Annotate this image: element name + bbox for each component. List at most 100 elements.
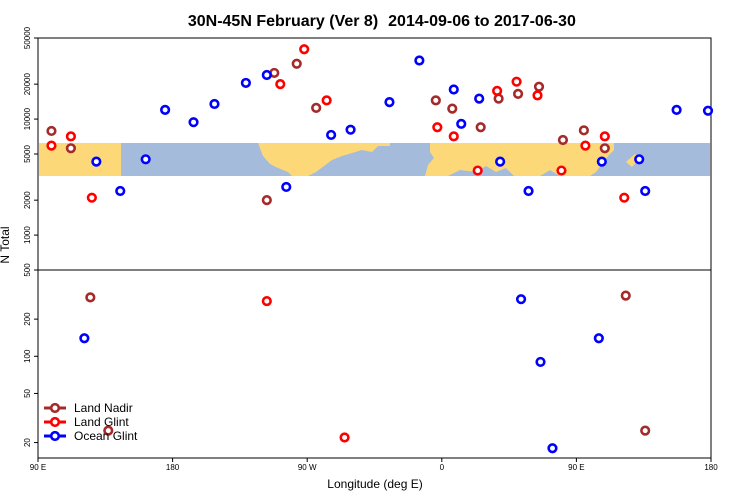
- legend-label-land-nadir: Land Nadir: [74, 401, 133, 415]
- point-ocean-glint: [281, 181, 292, 193]
- y-axis-label: N Total: [0, 226, 12, 263]
- point-land-nadir: [493, 93, 504, 104]
- point-ocean-glint: [547, 443, 558, 454]
- point-ocean-glint: [209, 98, 220, 110]
- y-tick-label-lower: 200: [23, 312, 32, 326]
- point-ocean-glint: [596, 156, 607, 167]
- map-land-japan: [106, 154, 119, 166]
- point-ocean-glint: [671, 104, 682, 115]
- point-land-nadir: [599, 143, 610, 154]
- lower-panel-frame: [37, 269, 712, 459]
- point-ocean-glint: [523, 185, 534, 197]
- point-land-glint: [275, 79, 286, 90]
- point-ocean-glint: [91, 156, 102, 167]
- point-land-nadir: [620, 290, 631, 301]
- point-land-glint: [511, 76, 522, 87]
- point-land-glint: [339, 432, 350, 443]
- point-ocean-glint: [474, 93, 485, 104]
- y-tick-label-lower: 500: [23, 263, 32, 277]
- point-ocean-glint: [79, 333, 90, 344]
- point-ocean-glint: [261, 69, 272, 81]
- y-tick-label-upper: 5000: [23, 145, 32, 163]
- point-land-nadir: [311, 102, 322, 113]
- point-land-glint: [46, 140, 57, 151]
- point-ocean-glint: [448, 84, 459, 95]
- y-tick-label-upper: 10000: [23, 107, 32, 130]
- point-ocean-glint: [115, 185, 126, 197]
- point-ocean-glint: [535, 356, 546, 368]
- chart-title-right: 2014-09-06 to 2017-06-30: [388, 13, 576, 30]
- point-ocean-glint: [634, 154, 645, 165]
- point-land-nadir: [65, 143, 77, 154]
- data-points: [46, 44, 714, 454]
- x-tick-label: 180: [704, 463, 718, 472]
- point-ocean-glint: [384, 97, 395, 108]
- point-land-nadir: [447, 103, 458, 114]
- legend: Land Nadir Land Glint Ocean Glint: [44, 401, 138, 443]
- point-land-nadir: [640, 425, 651, 436]
- point-land-nadir: [291, 58, 302, 69]
- point-land-nadir: [430, 95, 441, 106]
- point-ocean-glint: [495, 156, 506, 167]
- point-land-nadir: [85, 292, 96, 303]
- point-land-nadir: [103, 425, 114, 436]
- legend-marker-ocean-glint: [49, 430, 61, 442]
- point-ocean-glint: [593, 333, 604, 344]
- point-land-glint: [432, 122, 443, 133]
- point-land-glint: [599, 131, 610, 142]
- point-ocean-glint: [414, 55, 425, 66]
- point-ocean-glint: [160, 104, 171, 115]
- x-tick-label: 180: [166, 463, 180, 472]
- point-land-glint: [65, 131, 77, 142]
- map-land-europe-asia: [425, 143, 614, 176]
- x-axis-label: Longitude (deg E): [327, 477, 422, 491]
- chart-title-left: 30N-45N February (Ver 8): [188, 13, 378, 30]
- point-ocean-glint: [188, 117, 199, 128]
- point-ocean-glint: [140, 154, 151, 165]
- point-land-nadir: [557, 134, 569, 146]
- point-land-glint: [472, 165, 483, 176]
- point-land-nadir: [475, 122, 486, 133]
- point-ocean-glint: [702, 105, 714, 116]
- y-tick-label-lower: 100: [23, 349, 32, 363]
- y-tick-label-upper: 2000: [23, 191, 32, 209]
- x-axis: 90 E 180 90 W 0 90 E 180: [30, 458, 718, 472]
- point-land-nadir: [46, 125, 57, 137]
- y-tick-label-lower: 20: [23, 438, 32, 447]
- x-tick-label: 90 W: [298, 463, 317, 472]
- point-land-glint: [448, 131, 459, 142]
- point-ocean-glint: [640, 185, 651, 197]
- point-ocean-glint: [515, 294, 527, 305]
- legend-label-ocean-glint: Ocean Glint: [74, 429, 138, 443]
- y-tick-label-upper: 1000: [23, 226, 32, 244]
- point-land-nadir: [578, 125, 589, 136]
- map-land-north-america: [258, 143, 390, 176]
- point-land-glint: [619, 192, 630, 203]
- x-tick-label: 90 E: [30, 463, 46, 472]
- point-ocean-glint: [456, 118, 467, 129]
- legend-marker-land-glint: [49, 416, 61, 428]
- point-ocean-glint: [240, 77, 251, 89]
- point-land-glint: [299, 44, 310, 55]
- point-land-nadir: [512, 88, 524, 99]
- legend-marker-land-nadir: [49, 402, 61, 414]
- point-land-glint: [261, 295, 272, 307]
- point-land-glint: [556, 165, 567, 176]
- legend-label-land-glint: Land Glint: [74, 415, 129, 429]
- point-land-glint: [321, 95, 332, 106]
- x-tick-label: 0: [440, 463, 445, 472]
- point-land-glint: [492, 85, 503, 96]
- y-axis-lower: 20 50 100 200 500: [23, 263, 38, 447]
- y-axis-upper: 1000 2000 5000 10000 20000 50000: [23, 26, 38, 244]
- point-land-glint: [580, 140, 591, 151]
- point-ocean-glint: [326, 129, 337, 141]
- point-land-glint: [86, 192, 97, 203]
- point-land-nadir: [533, 81, 545, 92]
- point-land-glint: [532, 90, 543, 101]
- point-land-nadir: [261, 195, 272, 206]
- y-tick-label-upper: 20000: [23, 72, 32, 95]
- y-tick-label-lower: 50: [23, 388, 32, 397]
- x-tick-label: 90 E: [568, 463, 584, 472]
- point-ocean-glint: [345, 124, 356, 135]
